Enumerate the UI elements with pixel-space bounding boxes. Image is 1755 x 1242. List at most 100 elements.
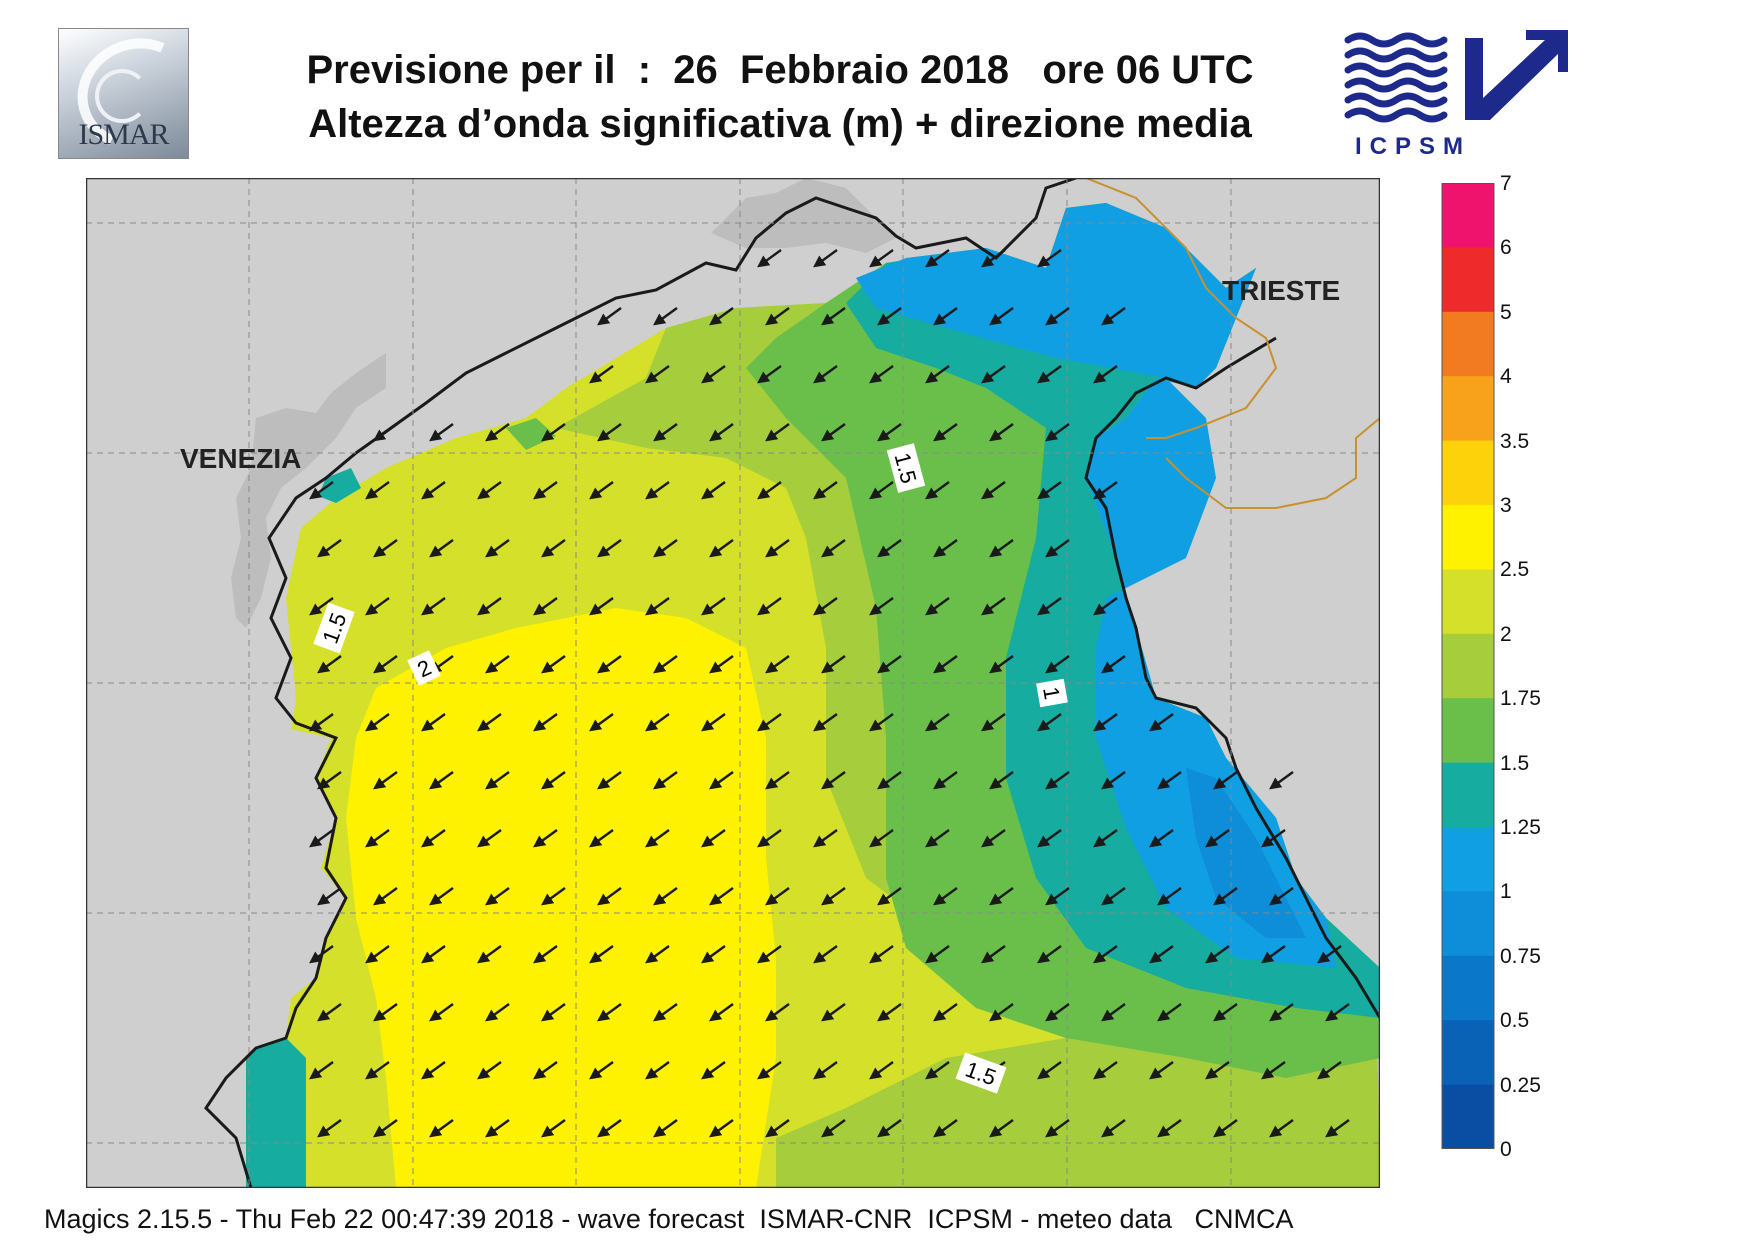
wave-direction-arrow [421,713,446,732]
wave-direction-arrow [709,1119,734,1138]
wave-direction-arrow [765,539,790,558]
colorbar-tick-label: 0.5 [1500,1009,1530,1033]
wave-direction-arrow [701,945,726,964]
wave-direction-arrow [653,1003,678,1022]
colorbar-swatch [1442,955,1494,1021]
wave-direction-arrow [541,1003,566,1022]
colorbar-tick-label: 2 [1500,622,1512,646]
wave-direction-arrow [1037,597,1062,616]
icpsm-waves-icon [1344,32,1448,123]
wave-direction-arrow [477,829,502,848]
wave-direction-arrow [757,1061,782,1080]
wave-direction-arrow [925,481,950,500]
wave-direction-arrow [933,1119,958,1138]
wave-direction-arrow [709,539,734,558]
wave-direction-arrow [925,1061,950,1080]
wave-direction-arrow [373,771,398,790]
wave-direction-arrow [821,771,846,790]
wave-direction-arrow [485,539,510,558]
wave-direction-arrow [1093,365,1118,384]
wave-direction-arrow [1037,481,1062,500]
sea-patch-venezia [318,468,361,503]
wave-direction-arrow [877,887,902,906]
north-land [711,178,896,253]
wave-direction-arrow [821,307,846,326]
wave-direction-arrow [589,597,614,616]
wave-direction-arrow [541,539,566,558]
wave-direction-arrow [1213,1119,1238,1138]
wave-direction-arrow [765,1003,790,1022]
wave-direction-arrow [1213,1003,1238,1022]
wave-direction-arrow [1045,887,1070,906]
wave-direction-arrow [981,481,1006,500]
wave-direction-arrow [1045,1003,1070,1022]
wave-direction-arrows [309,249,1350,1138]
wave-direction-arrow [1037,365,1062,384]
wave-direction-arrow [541,1119,566,1138]
wave-direction-arrow [821,1119,846,1138]
colorbar [1441,183,1495,1149]
wave-direction-arrow [373,1119,398,1138]
wave-direction-arrow [1093,1061,1118,1080]
wave-direction-arrow [981,713,1006,732]
wave-direction-arrow [1261,1061,1286,1080]
wave-direction-arrow [821,423,846,442]
wave-direction-arrow [1045,655,1070,674]
city-label-trieste: TRIESTE [1222,275,1341,306]
wave-direction-arrow [597,771,622,790]
wave-direction-arrow [701,829,726,848]
wave-direction-arrow [317,1119,342,1138]
wave-direction-arrow [597,887,622,906]
wave-direction-arrow [317,771,342,790]
wave-direction-arrow [533,481,558,500]
wave-direction-arrow [765,771,790,790]
wave-direction-arrow [765,307,790,326]
wave-direction-arrow [1325,1119,1350,1138]
wave-direction-arrow [1205,829,1230,848]
wave-direction-arrow [1213,887,1238,906]
wave-direction-arrow [813,249,838,268]
colorbar-tick-label: 4 [1500,365,1512,389]
wave-direction-arrow [821,539,846,558]
icpsm-logo-text: ICPSM [1355,133,1472,160]
wave-direction-arrow [597,1003,622,1022]
wave-direction-arrow [477,597,502,616]
colorbar-swatch [1442,569,1494,635]
wave-direction-arrow [1045,539,1070,558]
wave-direction-arrow [989,655,1014,674]
wave-direction-arrow [869,481,894,500]
wave-direction-arrow [533,945,558,964]
contour-label: 1.5 [886,443,926,493]
icpsm-logo [1344,30,1568,123]
wave-direction-arrow [309,1061,334,1080]
wave-direction-arrow [541,423,566,442]
wave-direction-arrow [429,771,454,790]
wave-direction-arrow [477,945,502,964]
wave-direction-arrow [309,945,334,964]
wave-direction-arrow [653,539,678,558]
wave-direction-arrow [989,1119,1014,1138]
wave-direction-arrow [869,365,894,384]
colorbar-swatch [1442,698,1494,764]
wave-direction-arrow [709,307,734,326]
wave-direction-arrow [429,423,454,442]
wave-direction-arrow [373,655,398,674]
wave-direction-arrow [1269,771,1294,790]
colorbar-swatch [1442,633,1494,699]
wave-direction-arrow [709,887,734,906]
wave-direction-arrow [1269,1003,1294,1022]
wave-direction-arrow [869,945,894,964]
wave-direction-arrow [1093,481,1118,500]
venezia-land [231,353,386,628]
wave-direction-arrow [877,1119,902,1138]
wave-direction-arrow [869,249,894,268]
ismar-logo-text: ISMAR [78,118,169,151]
wave-direction-arrow [1149,1061,1174,1080]
wave-direction-arrow [981,597,1006,616]
wave-direction-arrow [813,597,838,616]
wave-direction-arrow [365,481,390,500]
wave-direction-arrow [933,307,958,326]
wave-direction-arrow [925,945,950,964]
graticule [86,178,1380,1188]
wave-direction-arrow [765,1119,790,1138]
